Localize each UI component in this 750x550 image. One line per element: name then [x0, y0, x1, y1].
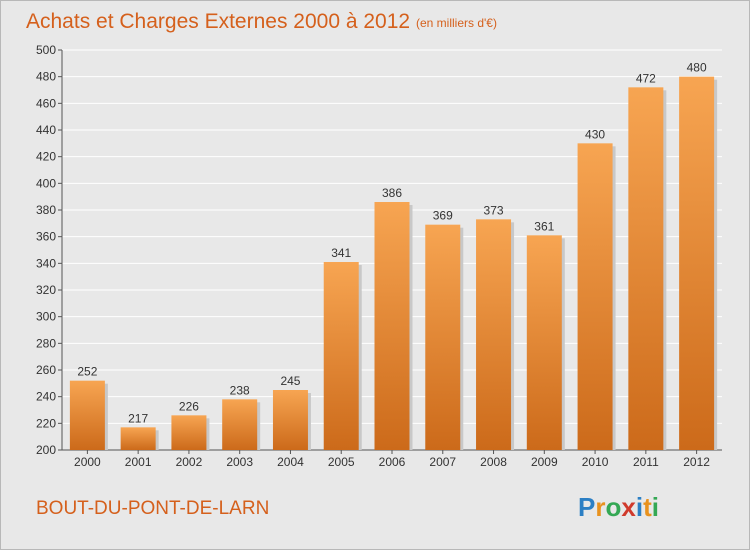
y-tick-label: 240: [36, 390, 56, 404]
value-label-2003: 238: [230, 383, 250, 397]
x-tick-label-2009: 2009: [531, 455, 558, 469]
x-tick-label-2004: 2004: [277, 455, 304, 469]
x-tick-label-2011: 2011: [633, 455, 659, 469]
y-tick-label: 300: [36, 310, 56, 324]
value-label-2002: 226: [179, 399, 199, 413]
y-axis: 200 220 240 260 280 300 320 340 360 380 400 420 440 4…: [36, 43, 722, 457]
value-label-2012: 480: [687, 61, 707, 75]
y-tick-label: 480: [36, 70, 56, 84]
bars: [69, 76, 718, 451]
x-tick-label-2005: 2005: [328, 455, 355, 469]
x-tick-label-2002: 2002: [176, 455, 203, 469]
logo-letter: P: [578, 492, 595, 522]
logo-letter: o: [605, 492, 621, 522]
y-tick-label: 200: [36, 443, 56, 457]
location-name: BOUT-DU-PONT-DE-LARN: [36, 498, 269, 519]
y-tick-label: 360: [36, 230, 56, 244]
value-label-2010: 430: [585, 127, 605, 141]
bar-2008: [476, 219, 512, 450]
x-tick-label-2003: 2003: [226, 455, 253, 469]
value-label-2009: 361: [534, 219, 554, 233]
bar-2006: [374, 202, 410, 450]
value-labels: 252 217 226 238 245 341 386 369 373 361 430 472 480: [77, 61, 707, 426]
x-tick-label-2000: 2000: [74, 455, 101, 469]
bar-2010: [577, 143, 613, 451]
x-tick-label-2001: 2001: [125, 455, 152, 469]
chart-title: Achats et Charges Externes 2000 à 2012: [26, 10, 410, 33]
y-tick-label: 420: [36, 150, 56, 164]
y-tick-label: 380: [36, 203, 56, 217]
bar-2009: [526, 235, 562, 450]
logo-letter: r: [595, 492, 605, 522]
logo-letter: i: [652, 492, 659, 522]
x-tick-label-2010: 2010: [582, 455, 609, 469]
y-tick-label: 500: [36, 43, 56, 57]
value-label-2001: 217: [128, 411, 148, 425]
value-label-2000: 252: [77, 365, 97, 379]
x-tick-label-2008: 2008: [480, 455, 507, 469]
y-tick-label: 460: [36, 96, 56, 110]
logo-letter: t: [643, 492, 652, 522]
y-tick-label: 320: [36, 283, 56, 297]
value-label-2006: 386: [382, 186, 402, 200]
y-tick-label: 220: [36, 416, 56, 430]
bar-2007: [425, 224, 461, 450]
y-tick-label: 260: [36, 363, 56, 377]
bar-2001: [120, 427, 156, 450]
value-label-2007: 369: [433, 209, 453, 223]
y-tick-label: 400: [36, 176, 56, 190]
bar-2011: [628, 87, 664, 450]
y-tick-label: 280: [36, 336, 56, 350]
x-tick-label-2007: 2007: [429, 455, 456, 469]
value-label-2008: 373: [484, 203, 504, 217]
bar-2002: [171, 415, 207, 450]
logo-letter: x: [621, 492, 636, 522]
chart-unit: (en milliers d'€): [416, 16, 497, 30]
x-tick-label-2012: 2012: [683, 455, 710, 469]
value-label-2011: 472: [636, 71, 656, 85]
x-axis: 2000 2001 2002 2003 2004 2005 2006 2007 2008 2009…: [74, 450, 710, 469]
x-tick-label-2006: 2006: [379, 455, 406, 469]
bar-2000: [69, 380, 105, 450]
proxiti-logo: Proxiti: [578, 492, 659, 522]
value-label-2004: 245: [280, 374, 300, 388]
logo-letter: i: [636, 492, 643, 522]
bar-2004: [272, 390, 308, 450]
y-tick-label: 340: [36, 256, 56, 270]
bar-2003: [222, 399, 258, 450]
value-label-2005: 341: [331, 246, 351, 260]
bar-2005: [323, 262, 359, 450]
y-tick-label: 440: [36, 123, 56, 137]
bar-2012: [679, 76, 715, 451]
